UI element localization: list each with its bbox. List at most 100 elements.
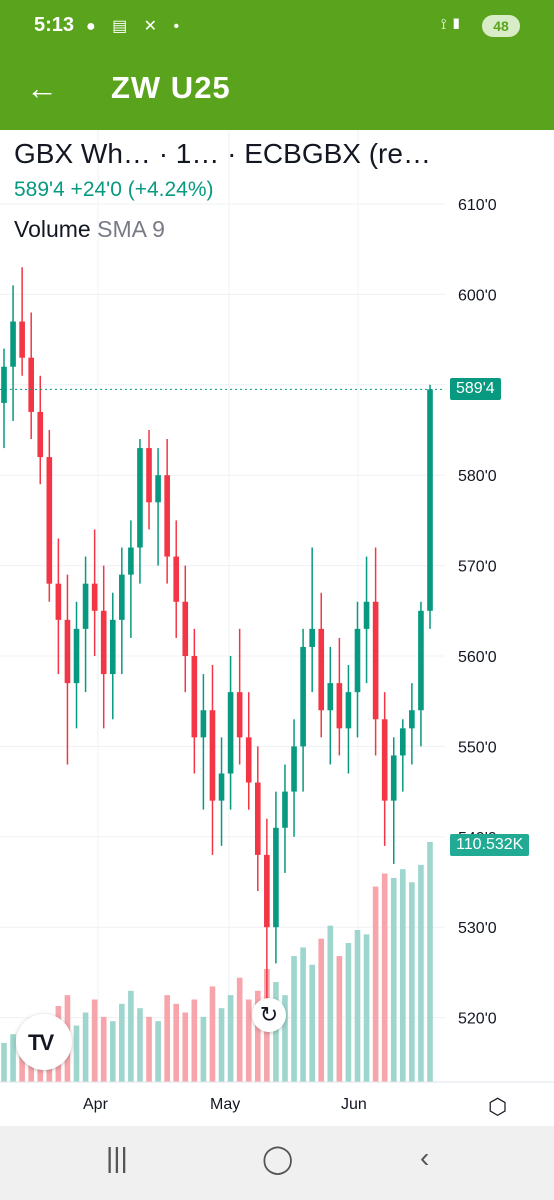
last-price-label: 589'4 bbox=[450, 378, 501, 400]
volume-bar bbox=[372, 886, 379, 1082]
volume-bar bbox=[182, 1012, 189, 1082]
settings-icon[interactable]: ⬡ bbox=[488, 1094, 508, 1119]
volume-bar bbox=[209, 986, 216, 1082]
volume-bar bbox=[273, 982, 279, 1082]
candlestick-chart[interactable]: 610'0600'0590'0580'0570'0560'0550'0540'0… bbox=[0, 130, 554, 1126]
volume-bar bbox=[309, 964, 315, 1082]
candle-body bbox=[209, 710, 216, 801]
tradingview-logo[interactable]: TV bbox=[16, 1014, 72, 1070]
symbol-info[interactable]: GBX Wh… · 1… · ECBGBX (re… bbox=[14, 138, 431, 169]
candle-body bbox=[173, 556, 180, 602]
volume-bar bbox=[282, 995, 288, 1082]
candle-body bbox=[128, 547, 134, 575]
time-label-apr: Apr bbox=[83, 1096, 108, 1113]
candle-body bbox=[236, 692, 243, 738]
price-axis-label: 530'0 bbox=[458, 920, 497, 937]
system-nav-bar: ||| ◯ ‹ bbox=[0, 1126, 554, 1200]
volume-bar bbox=[155, 1021, 161, 1082]
price-axis-label: 580'0 bbox=[458, 468, 497, 485]
volume-bar bbox=[218, 1008, 225, 1082]
price-axis-label: 550'0 bbox=[458, 739, 497, 756]
candle-body bbox=[300, 646, 306, 747]
candle-body bbox=[309, 628, 315, 647]
status-time: 5:13 bbox=[34, 14, 75, 36]
volume-bar bbox=[418, 864, 424, 1082]
candle-body bbox=[345, 692, 352, 729]
candle-body bbox=[119, 574, 125, 620]
candle-body bbox=[245, 737, 252, 783]
time-label-may: May bbox=[210, 1096, 241, 1113]
candle-body bbox=[336, 683, 343, 729]
candle-body bbox=[64, 619, 71, 684]
candle-body bbox=[354, 628, 361, 693]
candle-body bbox=[19, 321, 25, 358]
candle-body bbox=[418, 610, 424, 711]
recents-button[interactable]: ||| bbox=[106, 1142, 128, 1173]
price-axis-label: 520'0 bbox=[458, 1011, 497, 1028]
reset-icon[interactable]: ↻ bbox=[252, 998, 286, 1032]
candle-body bbox=[182, 601, 189, 656]
notification-icons: ● ▤ ✕ • bbox=[86, 18, 186, 35]
candle-body bbox=[227, 692, 234, 774]
candle-body bbox=[73, 628, 80, 684]
price-change: 589'4 +24'0 (+4.24%) bbox=[14, 178, 214, 201]
volume-bar bbox=[427, 842, 433, 1082]
candle-body bbox=[254, 782, 261, 855]
volume-bar bbox=[128, 990, 134, 1082]
back-arrow-icon[interactable]: ← bbox=[26, 70, 58, 106]
candle-body bbox=[390, 755, 397, 801]
volume-bar bbox=[409, 882, 415, 1082]
volume-value-label: 110.532K bbox=[450, 834, 530, 856]
volume-bar bbox=[91, 999, 98, 1082]
candle-body bbox=[46, 457, 53, 584]
candle-body bbox=[191, 656, 198, 738]
home-button[interactable]: ◯ bbox=[262, 1143, 294, 1174]
volume-indicator-label[interactable]: Volume SMA 9 bbox=[14, 216, 165, 243]
candle-body bbox=[91, 583, 98, 611]
candle-body bbox=[381, 719, 388, 801]
candle-body bbox=[100, 610, 107, 675]
back-button[interactable]: ‹ bbox=[420, 1142, 430, 1173]
status-bar: 5:13 ● ▤ ✕ • ⟟ ▮ 48 bbox=[0, 0, 554, 56]
volume-bar bbox=[227, 995, 234, 1082]
candle-body bbox=[282, 791, 288, 828]
candle-body bbox=[409, 710, 415, 729]
volume-bar bbox=[109, 1021, 116, 1082]
candle-body bbox=[137, 448, 143, 548]
volume-bar bbox=[354, 930, 361, 1082]
sma-label: SMA 9 bbox=[97, 216, 165, 242]
candle-body bbox=[218, 773, 225, 801]
candle-body bbox=[363, 601, 370, 629]
candle-body bbox=[264, 854, 270, 928]
candle-body bbox=[146, 448, 152, 503]
candle-body bbox=[273, 827, 279, 928]
volume-bar bbox=[119, 1003, 125, 1082]
candle-body bbox=[327, 683, 334, 711]
volume-bar bbox=[173, 1003, 180, 1082]
volume-bar bbox=[200, 1016, 207, 1082]
candle-body bbox=[55, 583, 62, 620]
volume-bar bbox=[236, 977, 243, 1082]
candle-body bbox=[82, 583, 89, 629]
volume-bar bbox=[100, 1016, 107, 1082]
volume-bar bbox=[291, 956, 297, 1082]
volume-bar bbox=[336, 956, 343, 1082]
candle-body bbox=[318, 628, 325, 711]
volume-bar bbox=[137, 1008, 143, 1082]
battery-icon: 48 bbox=[482, 15, 520, 37]
volume-bar bbox=[146, 1016, 152, 1082]
candle-body bbox=[399, 728, 406, 756]
candle-body bbox=[291, 746, 297, 792]
volume-bar bbox=[254, 990, 261, 1082]
logo-text: TV bbox=[28, 1030, 54, 1055]
volume-bar bbox=[381, 873, 388, 1082]
price-axis-label: 570'0 bbox=[458, 559, 497, 576]
volume-bar bbox=[245, 999, 252, 1082]
page-title: ZW U25 bbox=[111, 70, 231, 105]
candle-body bbox=[164, 475, 170, 557]
volume-bar bbox=[318, 938, 325, 1082]
app-bar: ← ZW U25 bbox=[0, 56, 554, 130]
candle-body bbox=[372, 601, 379, 720]
signal-icon: ⟟ ▮ bbox=[440, 16, 462, 33]
volume-bar bbox=[390, 877, 397, 1082]
